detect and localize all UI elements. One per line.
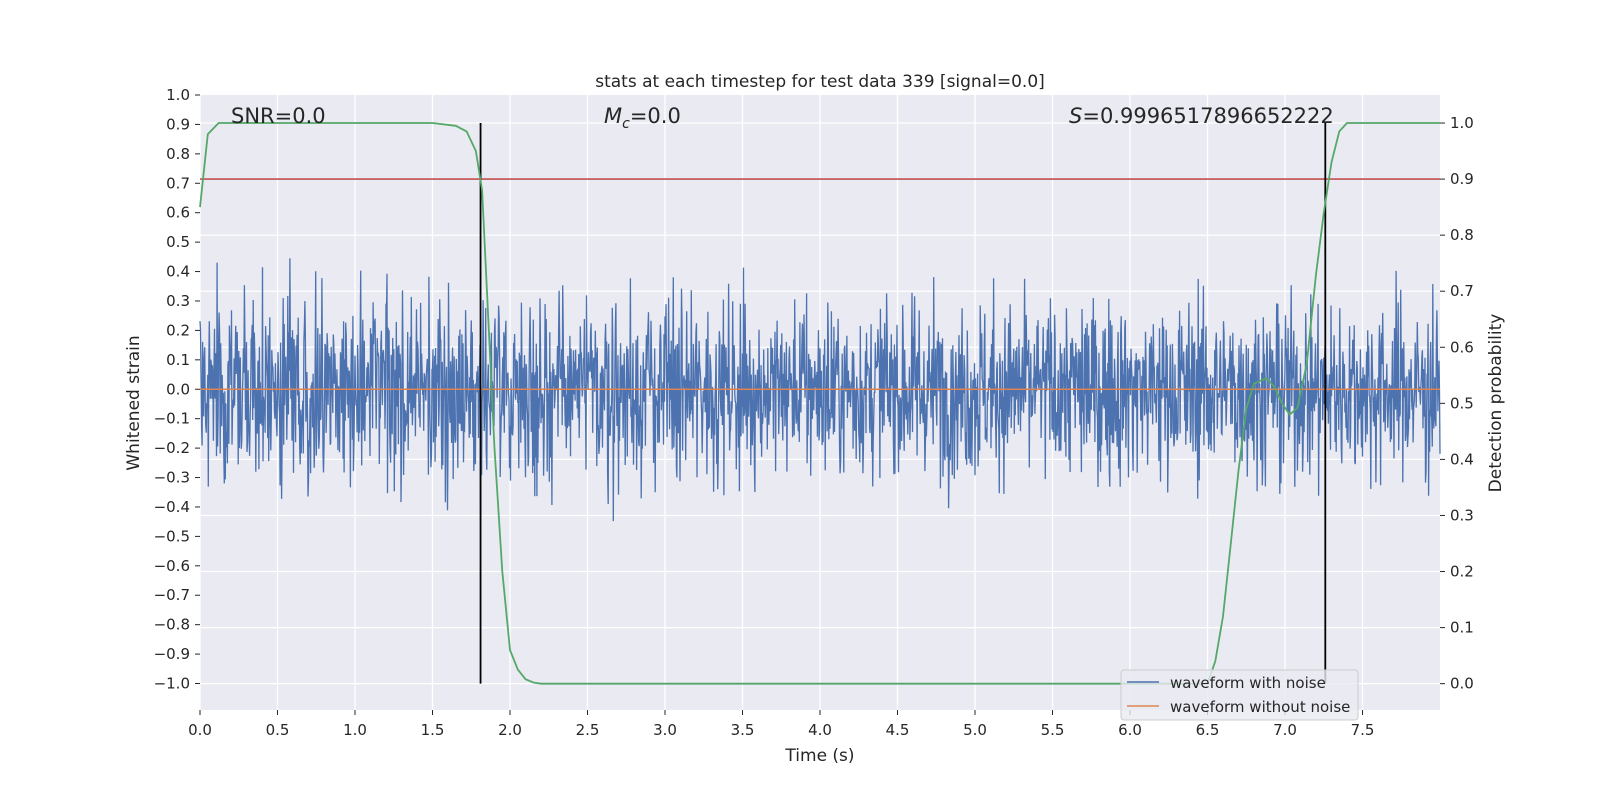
- mc-annotation: Mc=0.0: [604, 104, 681, 132]
- left-tick-label: −0.1: [154, 410, 190, 428]
- left-tick-label: 0.9: [166, 115, 190, 133]
- x-tick-label: 1.0: [343, 721, 367, 739]
- x-tick-label: 2.5: [576, 721, 600, 739]
- left-tick-label: −0.2: [154, 439, 190, 457]
- left-tick-label: 0.2: [166, 321, 190, 339]
- right-tick-label: 1.0: [1450, 114, 1474, 132]
- waveform-with-noise-line: [199, 258, 1441, 522]
- x-tick-label: 6.5: [1196, 721, 1220, 739]
- s-value: =0.9996517896652222: [1082, 104, 1333, 128]
- x-tick-label: 1.5: [421, 721, 445, 739]
- x-tick-label: 6.0: [1118, 721, 1142, 739]
- mc-value: =0.0: [630, 104, 681, 128]
- left-axis-label: Whitened strain: [124, 335, 144, 470]
- x-tick-label: 0.5: [266, 721, 290, 739]
- x-tick-label: 5.5: [1041, 721, 1065, 739]
- snr-annotation: SNR=0.0: [231, 104, 326, 128]
- left-tick-label: −0.8: [154, 616, 190, 634]
- legend-label-noise: waveform with noise: [1170, 674, 1326, 692]
- x-axis-label: Time (s): [784, 746, 854, 766]
- left-tick-label: −0.3: [154, 469, 190, 487]
- x-tick-label: 3.0: [653, 721, 677, 739]
- right-tick-label: 0.5: [1450, 394, 1474, 412]
- right-tick-label: 0.9: [1450, 170, 1474, 188]
- mc-symbol: M: [604, 104, 622, 128]
- x-tick-label: 2.0: [498, 721, 522, 739]
- x-tick-label: 4.5: [886, 721, 910, 739]
- s-annotation: S=0.9996517896652222: [1069, 104, 1334, 128]
- right-tick-label: 0.4: [1450, 450, 1474, 468]
- left-tick-label: 1.0: [166, 86, 190, 104]
- legend-label-clean: waveform without noise: [1170, 698, 1350, 716]
- right-tick-label: 0.7: [1450, 282, 1474, 300]
- legend: waveform with noise waveform without noi…: [1120, 669, 1359, 721]
- waveform-with-noise-series: [199, 258, 1441, 522]
- legend-box: [1120, 669, 1359, 721]
- left-tick-label: 0.7: [166, 174, 190, 192]
- left-tick-label: −0.6: [154, 557, 190, 575]
- right-tick-label: 0.0: [1450, 675, 1474, 693]
- right-axis-label: Detection probability: [1486, 314, 1506, 493]
- x-tick-label: 7.5: [1351, 721, 1375, 739]
- x-tick-label: 7.0: [1273, 721, 1297, 739]
- right-tick-label: 0.8: [1450, 226, 1474, 244]
- x-tick-label: 4.0: [808, 721, 832, 739]
- left-tick-label: 0.1: [166, 351, 190, 369]
- left-tick-label: 0.5: [166, 233, 190, 251]
- x-axis-ticks: 0.0 0.5 1.0 1.5 2.0 2.5 3.0 3.5 4.0 4.5 5.0 5.5 6.0 6…: [188, 710, 1374, 739]
- right-axis-ticks: 1.0 0.9 0.8 0.7 0.6 0.5 0.4 0.3 0.2 0.1 0.0: [1440, 114, 1474, 693]
- x-tick-label: 0.0: [188, 721, 212, 739]
- left-tick-label: 0.6: [166, 204, 190, 222]
- left-tick-label: 0.4: [166, 263, 190, 281]
- left-tick-label: −0.5: [154, 527, 190, 545]
- chart-title: stats at each timestep for test data 339…: [595, 72, 1045, 92]
- x-tick-label: 5.0: [963, 721, 987, 739]
- left-tick-label: −0.9: [154, 645, 190, 663]
- left-tick-label: 0.0: [166, 380, 190, 398]
- left-tick-label: −0.4: [154, 498, 190, 516]
- left-tick-label: −0.7: [154, 586, 190, 604]
- left-axis-ticks: 1.0 0.9 0.8 0.7 0.6 0.5 0.4 0.3 0.2 0.1 0.0 −0.1 −0.…: [154, 86, 200, 693]
- left-tick-label: −1.0: [154, 675, 190, 693]
- mc-subscript: c: [622, 116, 630, 132]
- right-tick-label: 0.3: [1450, 506, 1474, 524]
- right-tick-label: 0.6: [1450, 338, 1474, 356]
- right-tick-label: 0.2: [1450, 563, 1474, 581]
- s-symbol: S: [1069, 104, 1082, 128]
- x-tick-label: 3.5: [731, 721, 755, 739]
- left-tick-label: 0.8: [166, 145, 190, 163]
- left-tick-label: 0.3: [166, 292, 190, 310]
- right-tick-label: 0.1: [1450, 619, 1474, 637]
